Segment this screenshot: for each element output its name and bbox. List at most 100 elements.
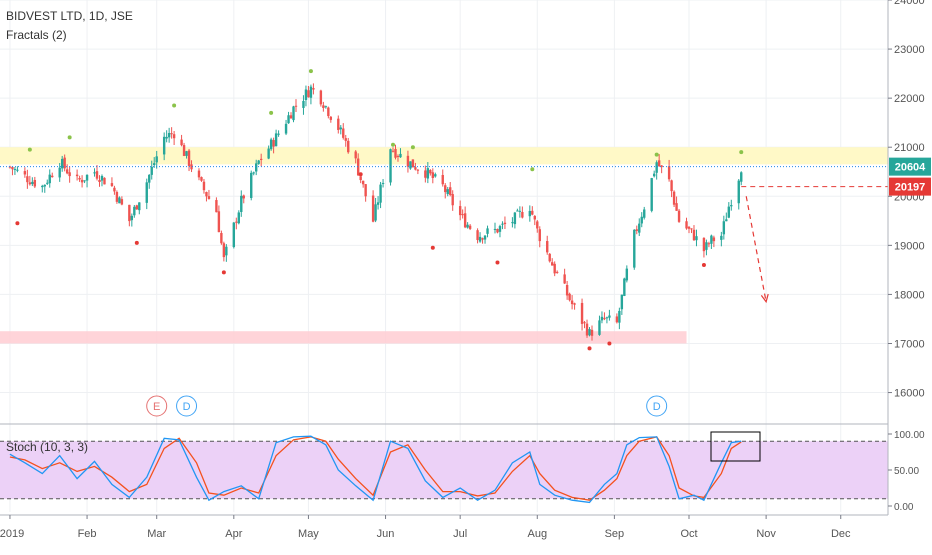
candle-body: [608, 315, 611, 318]
event-marker-letter: D: [183, 401, 191, 413]
candle-body: [379, 184, 382, 203]
x-tick-label: Jun: [377, 528, 395, 540]
stoch-label: Stoch (10, 3, 3): [6, 440, 89, 454]
candle-body: [675, 203, 678, 211]
y-tick-label: 24000: [894, 0, 925, 7]
candle-body: [657, 160, 661, 167]
fractal-down-marker: [358, 172, 363, 177]
candle-body: [650, 178, 653, 211]
candle-body: [361, 180, 365, 185]
candle-body: [138, 202, 141, 211]
candle-body: [548, 253, 551, 262]
fractal-up-marker: [172, 103, 177, 108]
x-tick-label: Apr: [225, 528, 242, 540]
candle-body: [16, 169, 19, 171]
candle-body: [710, 235, 713, 244]
candle-body: [329, 116, 333, 120]
candle-body: [449, 187, 452, 195]
candle-body: [58, 167, 61, 178]
candle-body: [590, 329, 594, 336]
event-marker-circle: [146, 395, 168, 417]
candle-body: [135, 205, 139, 210]
y-tick-label: 22000: [894, 93, 925, 105]
candle-body: [153, 163, 156, 166]
candle-body: [468, 225, 472, 229]
candle-body: [85, 174, 89, 181]
projection-arrow-line: [745, 196, 767, 302]
candle-body: [222, 243, 226, 258]
candle-body: [31, 181, 34, 185]
candle-body: [78, 177, 81, 180]
y-tick-label: 19000: [894, 240, 925, 252]
candle-body: [167, 132, 171, 138]
candle-body: [347, 140, 350, 153]
candle-body: [638, 223, 641, 233]
fractal-up-marker: [391, 142, 396, 147]
candle-body: [110, 183, 114, 186]
candle-body: [685, 221, 688, 229]
candle-body: [518, 210, 522, 212]
candle-body: [396, 155, 400, 157]
candle-body: [712, 237, 716, 242]
x-tick-label: 2019: [0, 528, 24, 540]
candle-body: [677, 210, 681, 222]
candle-body: [307, 90, 310, 98]
candle-body: [660, 165, 663, 168]
candle-body: [232, 222, 236, 248]
event-marker-circle: [176, 395, 198, 417]
fractal-down-marker: [495, 260, 500, 265]
price-axis-bg: [888, 0, 932, 550]
event-marker-letter: E: [153, 401, 160, 413]
fractal-up-marker: [67, 135, 72, 140]
candle-body: [692, 229, 696, 241]
candle-body: [655, 162, 658, 173]
candle-body: [585, 323, 589, 336]
candle-body: [463, 213, 467, 228]
x-tick-label: May: [298, 528, 319, 540]
candle-body: [287, 115, 290, 124]
x-tick-label: Sep: [605, 528, 625, 540]
candle-body: [118, 197, 121, 204]
candle-body: [687, 226, 691, 229]
candle-body: [391, 150, 395, 152]
candle-body: [565, 284, 569, 296]
candle-body: [478, 236, 482, 242]
x-tick-label: Aug: [527, 528, 547, 540]
fractal-up-marker: [654, 152, 659, 157]
candle-body: [580, 302, 584, 324]
candle-body: [431, 172, 435, 178]
stoch-tick-label: 0.00: [894, 502, 914, 513]
x-tick-label: Nov: [756, 528, 776, 540]
candle-body: [237, 212, 240, 224]
fractal-down-marker: [701, 262, 706, 267]
candle-body: [103, 177, 106, 185]
candle-body: [185, 151, 188, 156]
candle-body: [513, 212, 517, 225]
candle-body: [182, 145, 186, 156]
candle-body: [172, 134, 176, 139]
y-tick-label: 21000: [894, 142, 925, 154]
candle-body: [128, 204, 131, 222]
candle-body: [707, 243, 711, 245]
stoch-k-line: [9, 435, 742, 504]
candle-body: [730, 205, 733, 207]
candle-body: [533, 215, 536, 220]
candle-body: [28, 182, 32, 185]
candle-body: [205, 192, 208, 197]
candle-body: [339, 127, 342, 130]
candle-body: [200, 177, 203, 181]
candle-body: [722, 221, 726, 235]
candle-body: [33, 179, 37, 187]
candle-body: [100, 176, 104, 181]
candle-body: [605, 317, 609, 319]
candle-body: [588, 329, 591, 336]
candle-body: [120, 199, 124, 205]
candle-body: [516, 210, 519, 212]
candle-body: [312, 88, 315, 90]
candle-body: [553, 263, 556, 274]
candle-body: [458, 206, 462, 216]
candle-body: [68, 172, 71, 177]
candle-body: [267, 148, 270, 159]
candle-body: [486, 228, 489, 234]
